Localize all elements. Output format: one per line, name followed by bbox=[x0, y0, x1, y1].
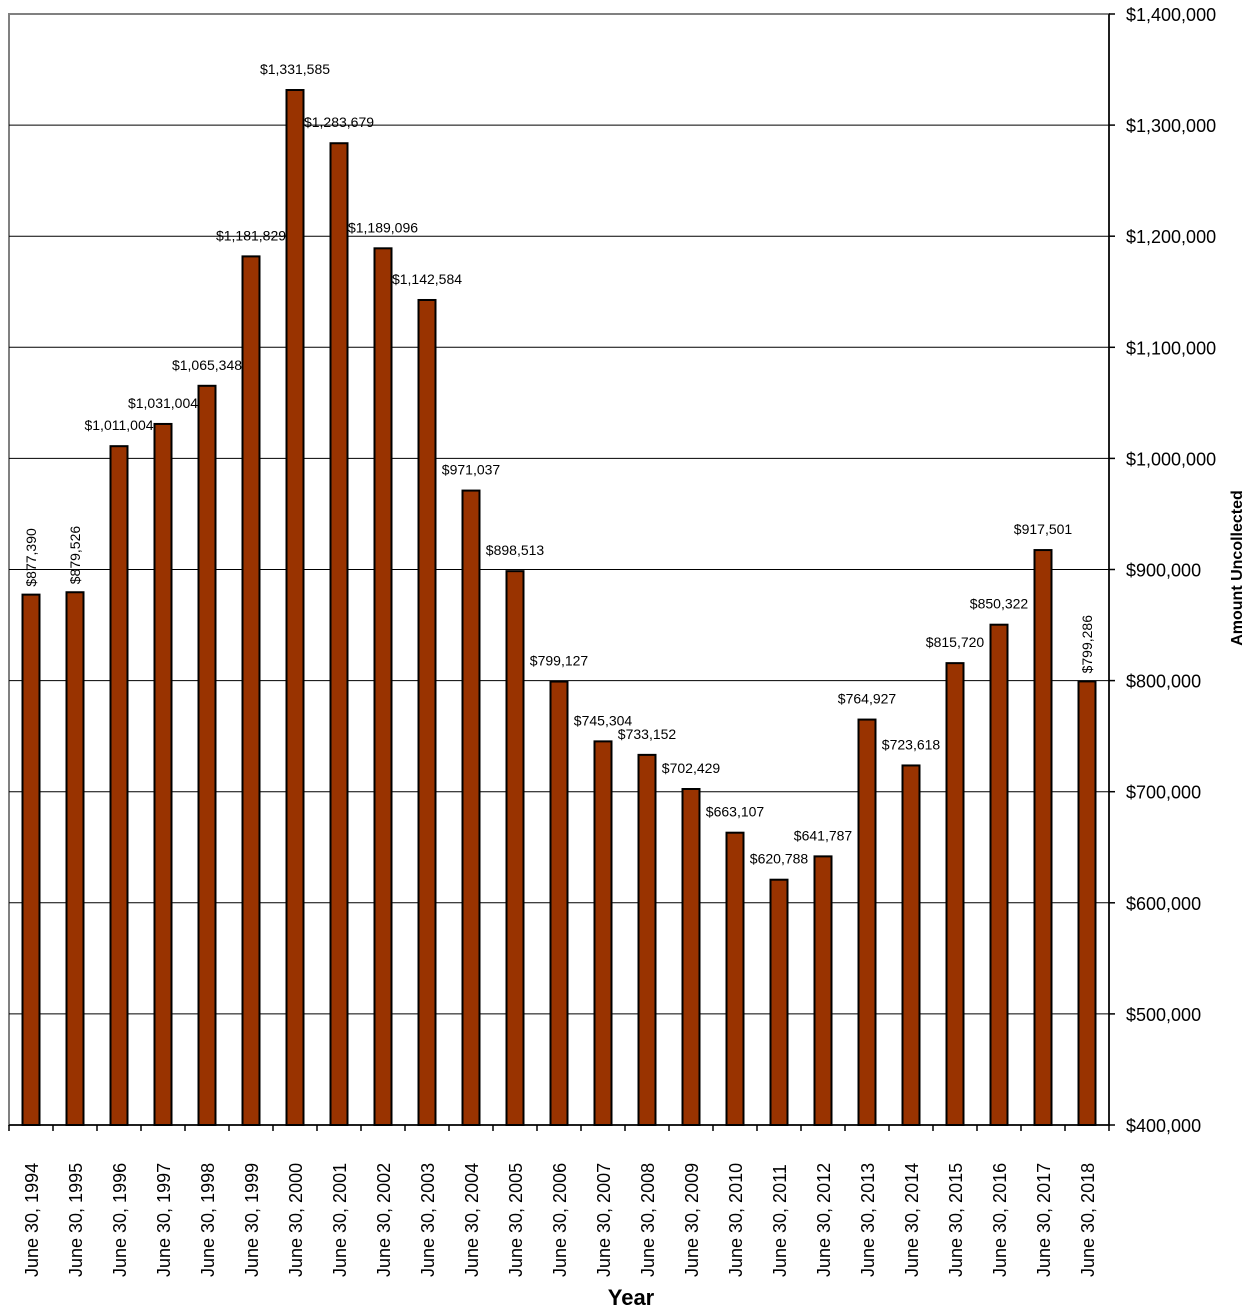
bar bbox=[153, 422, 173, 1127]
x-tick-label: June 30, 2005 bbox=[506, 1163, 526, 1277]
x-tick-label: June 30, 2009 bbox=[682, 1163, 702, 1277]
value-label: $663,107 bbox=[706, 804, 765, 820]
y-tick-label: $400,000 bbox=[1126, 1116, 1201, 1136]
value-label: $1,181,829 bbox=[216, 227, 286, 243]
value-label: $917,501 bbox=[1014, 521, 1073, 537]
bar bbox=[813, 855, 833, 1126]
x-tick-label: June 30, 2015 bbox=[946, 1163, 966, 1277]
x-tick-label: June 30, 2004 bbox=[462, 1163, 482, 1277]
bar bbox=[505, 570, 525, 1126]
x-tick-label: June 30, 2018 bbox=[1078, 1163, 1098, 1277]
value-label: $1,283,679 bbox=[304, 114, 374, 130]
value-label: $620,788 bbox=[750, 851, 809, 867]
bar bbox=[109, 445, 129, 1126]
bar bbox=[857, 718, 877, 1126]
x-axis-ticks: June 30, 1994 June 30, 1995 June 30, 1996 J… bbox=[8, 1125, 1110, 1277]
x-tick-label: June 30, 2014 bbox=[902, 1163, 922, 1277]
x-tick-label: June 30, 2006 bbox=[550, 1163, 570, 1277]
bar bbox=[461, 489, 481, 1126]
bar bbox=[417, 298, 437, 1126]
value-label: $1,011,004 bbox=[84, 417, 153, 433]
bar bbox=[681, 788, 701, 1127]
bar bbox=[637, 753, 657, 1126]
bar bbox=[21, 593, 41, 1126]
bar bbox=[989, 623, 1009, 1126]
x-tick-label: June 30, 2002 bbox=[374, 1163, 394, 1277]
x-tick-label: June 30, 2010 bbox=[726, 1163, 746, 1277]
y-tick-label: $800,000 bbox=[1126, 672, 1201, 692]
bars bbox=[21, 89, 1097, 1127]
value-label: $879,526 bbox=[67, 526, 83, 585]
value-label: $1,065,348 bbox=[172, 357, 242, 373]
y-tick-label: $1,200,000 bbox=[1126, 227, 1216, 247]
y-tick-label: $1,000,000 bbox=[1126, 449, 1216, 469]
value-label: $641,787 bbox=[794, 827, 853, 843]
y-tick-label: $500,000 bbox=[1126, 1005, 1201, 1025]
bar bbox=[373, 247, 393, 1127]
y-axis-title: Amount Uncollected bbox=[1229, 490, 1246, 646]
bar bbox=[901, 764, 921, 1126]
value-label: $764,927 bbox=[838, 691, 897, 707]
bar bbox=[285, 89, 305, 1127]
y-tick-label: $600,000 bbox=[1126, 894, 1201, 914]
x-tick-label: June 30, 2008 bbox=[638, 1163, 658, 1277]
x-tick-label: June 30, 2000 bbox=[286, 1163, 306, 1277]
x-tick-label: June 30, 1996 bbox=[110, 1163, 130, 1277]
value-labels: $877,390 $879,526 $1,011,004 $1,031,004 $1,0… bbox=[23, 61, 1095, 867]
value-label: $850,322 bbox=[970, 596, 1029, 612]
x-tick-label: June 30, 2012 bbox=[814, 1163, 834, 1277]
value-label: $1,142,584 bbox=[392, 271, 462, 287]
bar bbox=[65, 591, 85, 1126]
value-label: $1,031,004 bbox=[128, 395, 198, 411]
bar bbox=[1033, 549, 1053, 1126]
x-tick-label: June 30, 1998 bbox=[198, 1163, 218, 1277]
x-tick-label: June 30, 2017 bbox=[1034, 1163, 1054, 1277]
x-tick-label: June 30, 1995 bbox=[66, 1163, 86, 1277]
bar bbox=[725, 831, 745, 1126]
x-tick-label: June 30, 1999 bbox=[242, 1163, 262, 1277]
value-label: $1,189,096 bbox=[348, 219, 418, 235]
y-tick-label: $700,000 bbox=[1126, 783, 1201, 803]
value-label: $702,429 bbox=[662, 760, 721, 776]
x-tick-label: June 30, 1994 bbox=[22, 1163, 42, 1277]
y-tick-label: $1,300,000 bbox=[1126, 116, 1216, 136]
x-tick-label: June 30, 2011 bbox=[770, 1164, 790, 1277]
value-label: $877,390 bbox=[23, 528, 39, 587]
x-axis-title: Year bbox=[608, 1285, 655, 1310]
bar bbox=[197, 384, 217, 1126]
y-tick-label: $1,400,000 bbox=[1126, 5, 1216, 25]
value-label: $1,331,585 bbox=[260, 61, 330, 77]
bar bbox=[769, 878, 789, 1126]
x-tick-label: June 30, 2007 bbox=[594, 1163, 614, 1277]
x-tick-label: June 30, 2001 bbox=[330, 1163, 350, 1277]
x-tick-label: June 30, 2013 bbox=[858, 1163, 878, 1277]
bar bbox=[593, 740, 613, 1126]
bar bbox=[241, 255, 261, 1126]
x-tick-label: June 30, 2016 bbox=[990, 1163, 1010, 1277]
value-label: $971,037 bbox=[442, 462, 501, 478]
bar bbox=[329, 142, 349, 1127]
y-tick-label: $900,000 bbox=[1126, 561, 1201, 581]
bar bbox=[945, 662, 965, 1126]
gridlines bbox=[9, 124, 1109, 1015]
bar bbox=[1077, 680, 1097, 1126]
bar bbox=[549, 680, 569, 1126]
value-label: $733,152 bbox=[618, 726, 677, 742]
value-label: $723,618 bbox=[882, 736, 941, 752]
value-label: $745,304 bbox=[574, 712, 633, 728]
x-tick-label: June 30, 1997 bbox=[154, 1163, 174, 1277]
value-label: $799,127 bbox=[530, 653, 589, 669]
x-tick-label: June 30, 2003 bbox=[418, 1163, 438, 1277]
y-axis-ticks: $400,000 $500,000 $600,000 $700,000 $800,000… bbox=[1109, 5, 1216, 1136]
value-label: $898,513 bbox=[486, 542, 545, 558]
y-tick-label: $1,100,000 bbox=[1126, 338, 1216, 358]
value-label: $799,286 bbox=[1079, 615, 1095, 674]
value-label: $815,720 bbox=[926, 634, 985, 650]
